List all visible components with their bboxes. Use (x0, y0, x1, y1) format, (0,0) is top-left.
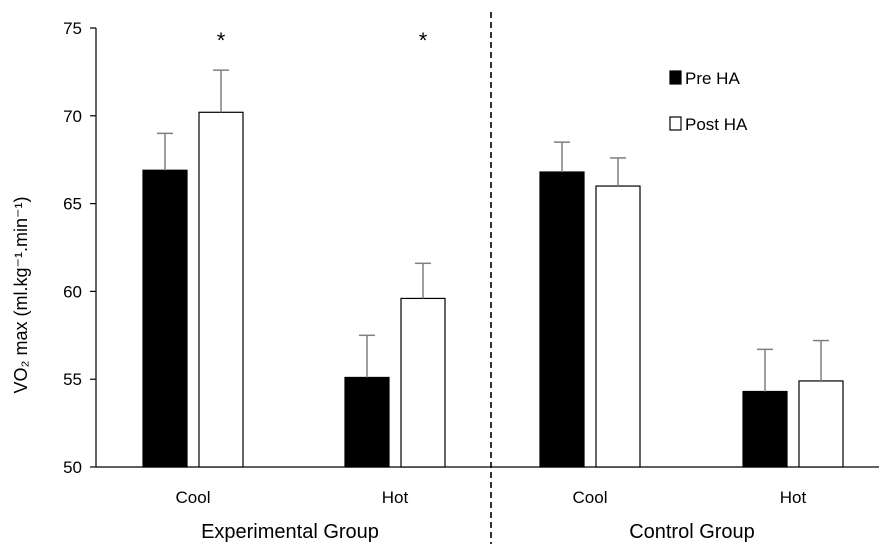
significance-marker: * (419, 28, 428, 53)
legend: Pre HA Post HA (669, 69, 748, 134)
y-tick-label: 75 (63, 19, 82, 38)
y-axis-label: VO₂ max (ml.kg⁻¹.min⁻¹) (11, 197, 31, 394)
legend-label: Pre HA (685, 69, 740, 88)
category-label: Hot (382, 488, 409, 507)
bar-pre-ha (742, 390, 788, 468)
y-tick-label: 70 (63, 107, 82, 126)
bars-layer (142, 111, 844, 468)
bar-pre-ha (539, 171, 585, 468)
significance-marker: * (217, 28, 226, 53)
y-tick-label: 60 (63, 282, 82, 301)
y-tick-label: 65 (63, 195, 82, 214)
y-tick-label: 55 (63, 370, 82, 389)
bar-pre-ha (142, 169, 188, 468)
y-axis-ticks: 50 55 60 65 70 75 (63, 19, 96, 477)
error-bars-layer (157, 69, 829, 392)
group-label: Experimental Group (201, 521, 379, 543)
legend-swatch (669, 116, 682, 131)
category-label: Cool (176, 488, 211, 507)
bar-pre-ha (344, 376, 390, 468)
bar-post-ha (400, 297, 446, 468)
significance-layer: * * (217, 28, 428, 53)
group-label: Control Group (629, 521, 755, 543)
bar-post-ha (595, 185, 641, 468)
category-label: Hot (780, 488, 807, 507)
bar-post-ha (798, 380, 844, 468)
legend-swatch (669, 70, 682, 85)
category-label: Cool (573, 488, 608, 507)
category-labels: Cool Hot Cool Hot (176, 488, 807, 507)
legend-label: Post HA (685, 115, 748, 134)
y-tick-label: 50 (63, 458, 82, 477)
group-labels: Experimental Group Control Group (201, 521, 755, 543)
bar-post-ha (198, 111, 244, 468)
